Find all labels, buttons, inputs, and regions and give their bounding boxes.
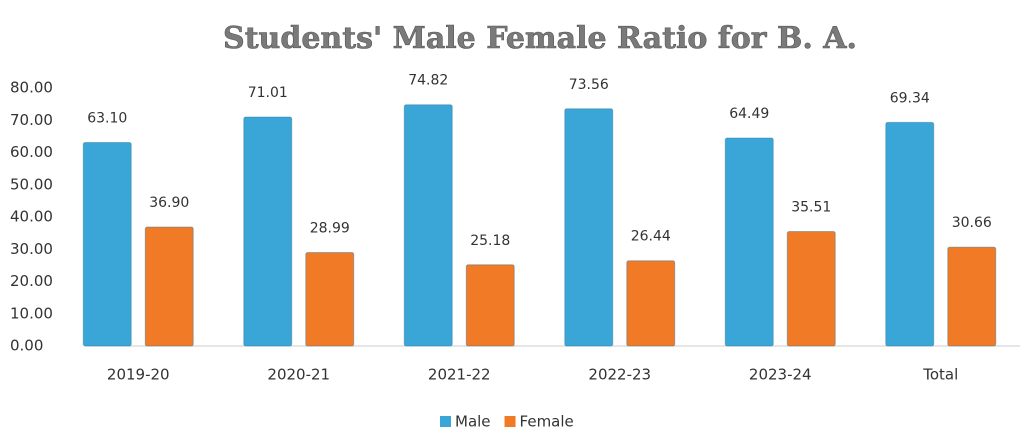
bar (305, 252, 355, 347)
value-label: 74.82 (408, 73, 448, 89)
bar (144, 226, 194, 347)
chart-title: Students' Male Female Ratio for B. A. (223, 21, 857, 56)
y-tick-label: 50.00 (10, 175, 53, 193)
x-tick-label: 2021-22 (428, 366, 491, 384)
y-tick-label: 60.00 (10, 143, 53, 161)
y-tick-label: 70.00 (10, 111, 53, 129)
value-label: 30.66 (952, 215, 992, 231)
value-label: 35.51 (791, 199, 831, 215)
bar (786, 230, 836, 347)
bar (564, 108, 614, 347)
legend-label: Female (520, 413, 574, 431)
value-label: 73.56 (569, 77, 609, 93)
legend-swatch (504, 416, 516, 427)
y-tick-label: 10.00 (10, 304, 53, 322)
y-tick-label: 40.00 (10, 208, 53, 226)
bar (947, 246, 997, 347)
legend-label: Male (455, 413, 491, 431)
bar (465, 264, 515, 347)
y-tick-label: 80.00 (10, 79, 53, 97)
bar (243, 116, 293, 347)
x-tick-label: 2020-21 (267, 366, 330, 384)
value-label: 71.01 (248, 85, 288, 101)
value-label: 28.99 (310, 221, 350, 237)
y-tick-label: 30.00 (10, 240, 53, 258)
value-label: 69.34 (890, 90, 930, 106)
x-tick-label: 2023-24 (749, 366, 812, 384)
value-label: 63.10 (87, 111, 127, 127)
x-tick-label: 2019-20 (107, 366, 170, 384)
bar (885, 121, 935, 347)
x-tick-label: Total (922, 366, 958, 384)
y-tick-label: 0.00 (10, 337, 43, 355)
legend-swatch (440, 416, 451, 427)
x-tick-label: 2022-23 (588, 366, 651, 384)
value-label: 36.90 (149, 195, 189, 211)
value-label: 25.18 (470, 233, 510, 249)
value-label: 26.44 (631, 229, 671, 245)
value-label: 64.49 (729, 106, 769, 122)
y-tick-label: 20.00 (10, 272, 53, 290)
bar (724, 137, 774, 347)
bar (82, 142, 132, 347)
bar (403, 104, 453, 347)
bar (626, 260, 676, 347)
